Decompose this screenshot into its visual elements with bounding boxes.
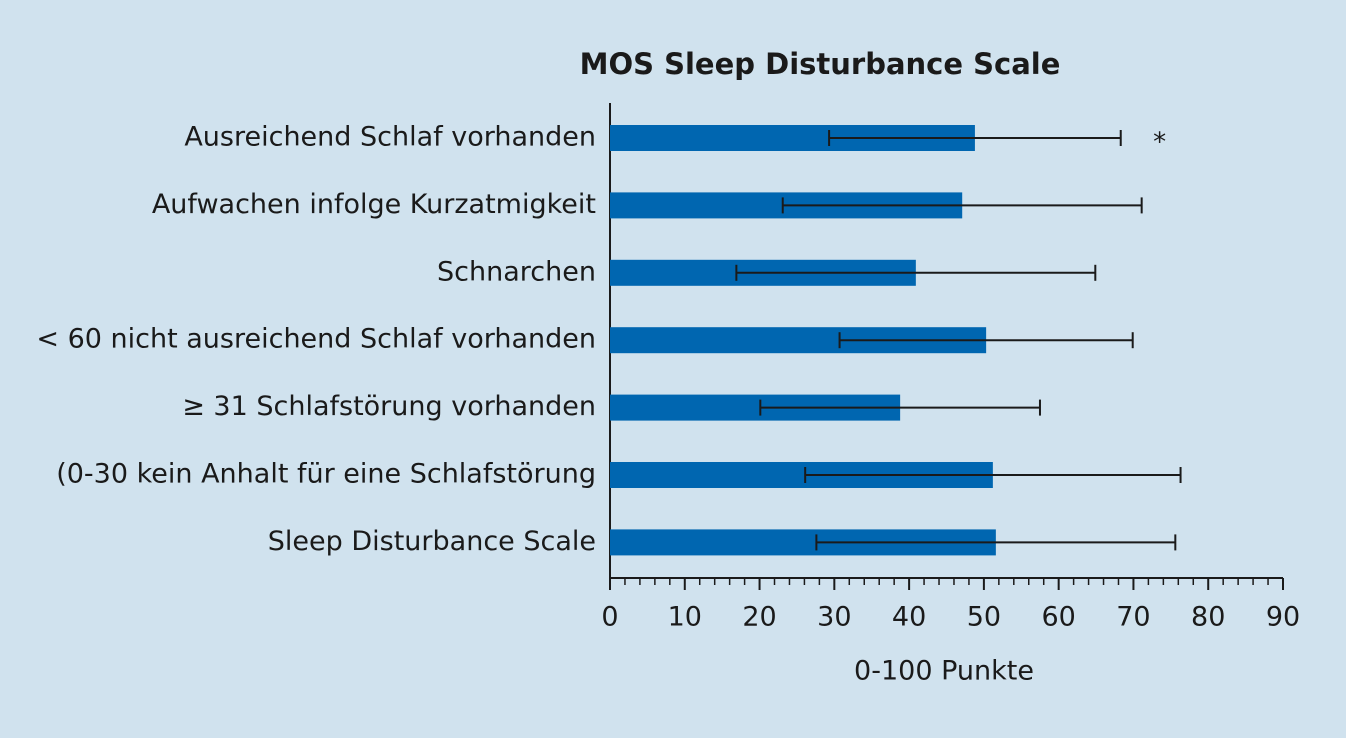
x-tick-label: 70 [1116,602,1150,633]
x-tick-label: 10 [668,602,702,633]
x-axis-label: 0-100 Punkte [854,656,1034,687]
error-bar [804,467,1182,483]
error-bar [735,264,1097,281]
x-tick-label: 80 [1191,602,1225,633]
category-label: < 60 nicht ausreichend Schlaf vorhanden [36,324,596,355]
annotation: * [1153,128,1166,158]
category-label: (0-30 kein Anhalt für eine Schlafstörung [56,459,596,490]
x-tick-label: 30 [817,602,851,633]
x-tick-label: 60 [1041,602,1075,633]
error-bar [759,399,1041,416]
category-label: Sleep Disturbance Scale [268,526,596,557]
category-label: Ausreichend Schlaf vorhanden [184,122,596,153]
x-tick-label: 50 [967,602,1001,633]
x-tick-label: 20 [742,602,776,633]
error-bar [815,534,1177,551]
error-bar [781,197,1143,214]
category-label: ≥ 31 Schlafstörung vorhanden [182,391,596,422]
error-bar [838,332,1134,349]
chart-title: MOS Sleep Disturbance Scale [580,47,1061,81]
error-bar [828,130,1122,146]
category-label: Aufwachen infolge Kurzatmigkeit [152,189,596,220]
category-label: Schnarchen [437,256,596,287]
x-tick-label: 90 [1266,602,1300,633]
x-tick-label: 40 [892,602,926,633]
x-tick-label: 0 [601,602,618,633]
